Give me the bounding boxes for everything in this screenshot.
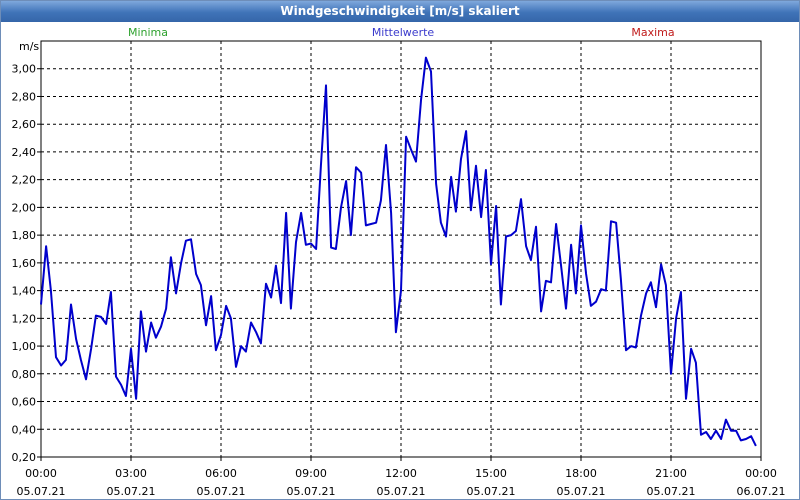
x-tick-date: 05.07.21 bbox=[557, 485, 606, 498]
x-tick-time: 00:00 bbox=[25, 467, 57, 480]
y-tick-label: 2,40 bbox=[12, 146, 37, 159]
x-tick-date: 05.07.21 bbox=[647, 485, 696, 498]
y-tick-label: 1,40 bbox=[12, 285, 37, 298]
x-tick-date: 05.07.21 bbox=[377, 485, 426, 498]
x-tick-time: 15:00 bbox=[475, 467, 507, 480]
y-tick-label: 0,60 bbox=[12, 396, 37, 409]
x-tick-time: 03:00 bbox=[115, 467, 147, 480]
y-axis-ticks: 0,20 0,40 0,60 0,80 1,00 1,20 1,40 1,60 1,80 2,00… bbox=[12, 63, 41, 464]
plot-area bbox=[40, 40, 762, 458]
wind-speed-chart: Minima Mittelwerte Maxima m/s 0,200,400,… bbox=[12, 26, 786, 498]
x-tick-date: 05.07.21 bbox=[287, 485, 336, 498]
x-tick-date: 05.07.21 bbox=[197, 485, 246, 498]
x-tick-date: 05.07.21 bbox=[17, 485, 66, 498]
x-tick-time: 18:00 bbox=[565, 467, 597, 480]
y-tick-label: 1,80 bbox=[12, 229, 37, 242]
x-tick-time: 09:00 bbox=[295, 467, 327, 480]
x-tick-time: 21:00 bbox=[655, 467, 687, 480]
x-axis-ticks: 00:00 05.07.21 03:00 05.07.21 06:00 05.07.21 0… bbox=[17, 457, 786, 498]
y-tick-label: 2,20 bbox=[12, 174, 37, 187]
y-tick-label: 0,80 bbox=[12, 368, 37, 381]
y-tick-label: 3,00 bbox=[12, 63, 37, 76]
x-tick-time: 06:00 bbox=[205, 467, 237, 480]
legend-minima: Minima bbox=[128, 26, 168, 39]
series-line-mittelwerte bbox=[40, 56, 757, 447]
x-tick-date: 05.07.21 bbox=[467, 485, 516, 498]
window-title: Windgeschwindigkeit [m/s] skaliert bbox=[1, 1, 799, 22]
x-tick-time: 00:00 bbox=[745, 467, 777, 480]
x-tick-date: 06.07.21 bbox=[737, 485, 786, 498]
y-tick-label: 2,00 bbox=[12, 201, 37, 214]
legend-maxima: Maxima bbox=[631, 26, 674, 39]
grid-lines bbox=[41, 41, 761, 458]
x-tick-time: 12:00 bbox=[385, 467, 417, 480]
y-tick-label: 0,20 bbox=[12, 451, 37, 464]
y-tick-label: 0,40 bbox=[12, 423, 37, 436]
x-tick-date: 05.07.21 bbox=[107, 485, 156, 498]
y-axis-unit: m/s bbox=[19, 40, 39, 53]
y-tick-label: 1,60 bbox=[12, 257, 37, 270]
y-tick-label: 2,60 bbox=[12, 118, 37, 131]
y-tick-label: 1,00 bbox=[12, 340, 37, 353]
legend-mittelwerte: Mittelwerte bbox=[372, 26, 435, 39]
y-tick-label: 2,80 bbox=[12, 90, 37, 103]
y-tick-label: 1,20 bbox=[12, 312, 37, 325]
